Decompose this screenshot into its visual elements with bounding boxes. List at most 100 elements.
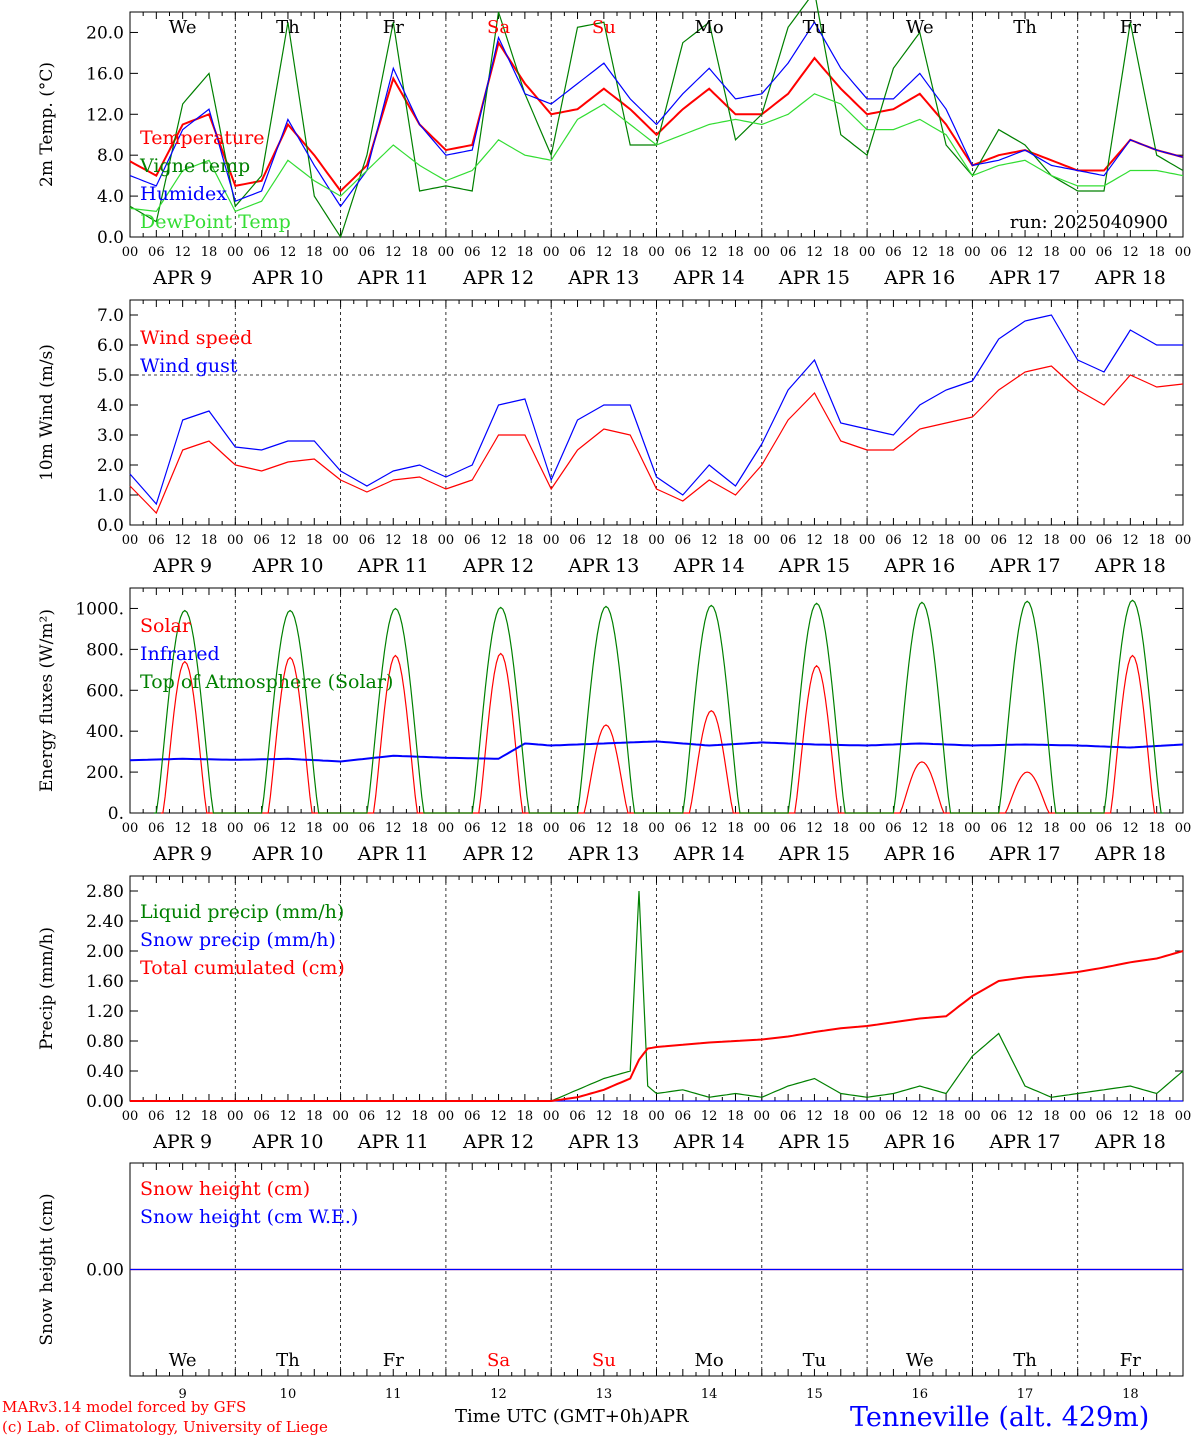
y-tick-label: 0.00 bbox=[86, 1092, 124, 1112]
hour-label: 06 bbox=[885, 245, 902, 260]
time-label: Time UTC (GMT+0h) bbox=[455, 1406, 650, 1427]
hour-label: 06 bbox=[253, 533, 270, 548]
y-axis-label: 2m Temp. (°C) bbox=[37, 62, 57, 187]
day-number: 14 bbox=[701, 1387, 718, 1402]
panel-4 bbox=[129, 875, 1184, 1102]
legend-entry: Vigne temp bbox=[139, 155, 250, 177]
hour-label: 06 bbox=[675, 1109, 692, 1124]
panel-3 bbox=[129, 587, 1184, 814]
hour-label: 06 bbox=[359, 533, 376, 548]
hour-label: 18 bbox=[517, 245, 534, 260]
series-total-cumulated-cm- bbox=[130, 950, 1184, 1102]
hour-label: 00 bbox=[122, 245, 139, 260]
series-wind-speed bbox=[129, 365, 1184, 515]
hour-label: 06 bbox=[253, 1109, 270, 1124]
hour-label: 18 bbox=[833, 533, 850, 548]
weekday-label: We bbox=[906, 1350, 934, 1371]
hour-label: 18 bbox=[1043, 821, 1060, 836]
date-label: APR 9 bbox=[152, 555, 212, 577]
hour-label: 18 bbox=[306, 821, 323, 836]
hour-label: 18 bbox=[833, 245, 850, 260]
y-tick-label: 5.0 bbox=[97, 366, 124, 386]
hour-label: 00 bbox=[964, 245, 981, 260]
hour-label: 12 bbox=[911, 1109, 928, 1124]
y-tick-label: 3.0 bbox=[97, 426, 124, 446]
y-tick-label: 7.0 bbox=[97, 306, 124, 326]
hour-label: 12 bbox=[806, 821, 823, 836]
hour-label: 00 bbox=[438, 821, 455, 836]
series-infrared bbox=[129, 740, 1184, 763]
hour-label: 06 bbox=[148, 533, 165, 548]
y-tick-label: 4.0 bbox=[97, 396, 124, 416]
hour-label: 00 bbox=[1069, 821, 1086, 836]
date-label: APR 15 bbox=[778, 1131, 850, 1153]
hour-label: 18 bbox=[727, 245, 744, 260]
hour-label: 00 bbox=[964, 1109, 981, 1124]
hour-label: 00 bbox=[964, 533, 981, 548]
hour-label: 00 bbox=[754, 821, 771, 836]
hour-label: 00 bbox=[122, 533, 139, 548]
weekday-label: We bbox=[906, 17, 934, 38]
lab-credit: (c) Lab. of Climatology, University of L… bbox=[2, 1418, 328, 1436]
hour-label: 18 bbox=[517, 821, 534, 836]
hour-label: 12 bbox=[174, 533, 191, 548]
hour-label: 06 bbox=[780, 1109, 797, 1124]
hour-label: 00 bbox=[1175, 821, 1192, 836]
hour-label: 12 bbox=[280, 245, 297, 260]
day-number: 16 bbox=[911, 1387, 928, 1402]
legend-entry: Infrared bbox=[140, 643, 220, 665]
model-credit: MARv3.14 model forced by GFS bbox=[2, 1398, 247, 1416]
hour-label: 00 bbox=[543, 245, 560, 260]
hour-label: 00 bbox=[754, 533, 771, 548]
hour-label: 06 bbox=[148, 821, 165, 836]
hour-label: 00 bbox=[227, 245, 244, 260]
hour-label: 00 bbox=[859, 533, 876, 548]
hour-label: 00 bbox=[754, 1109, 771, 1124]
hour-label: 12 bbox=[490, 821, 507, 836]
panel-1 bbox=[129, 0, 1184, 239]
hour-label: 00 bbox=[332, 821, 349, 836]
hour-label: 06 bbox=[253, 245, 270, 260]
hour-label: 12 bbox=[911, 245, 928, 260]
y-tick-label: 0. bbox=[108, 804, 124, 824]
hour-label: 12 bbox=[174, 245, 191, 260]
y-tick-label: 0.40 bbox=[86, 1062, 124, 1082]
hour-label: 00 bbox=[648, 1109, 665, 1124]
hour-label: 18 bbox=[622, 821, 639, 836]
date-label: APR 14 bbox=[673, 1131, 745, 1153]
series-temperature bbox=[129, 40, 1184, 193]
y-tick-label: 800. bbox=[86, 640, 124, 660]
hour-label: 18 bbox=[411, 821, 428, 836]
day-number: 15 bbox=[806, 1387, 823, 1402]
hour-label: 06 bbox=[990, 245, 1007, 260]
hour-label: 18 bbox=[833, 821, 850, 836]
weekday-label: Mo bbox=[695, 17, 724, 38]
hour-label: 12 bbox=[911, 821, 928, 836]
hour-label: 12 bbox=[280, 533, 297, 548]
series-top-of-atmosphere-solar- bbox=[154, 599, 1164, 814]
hour-label: 12 bbox=[701, 821, 718, 836]
legend-entry: Snow height (cm) bbox=[140, 1178, 310, 1200]
hour-label: 12 bbox=[701, 245, 718, 260]
hour-label: 00 bbox=[859, 245, 876, 260]
hour-label: 06 bbox=[675, 245, 692, 260]
x-axis-label: Time UTC (GMT+0h)APR bbox=[455, 1406, 689, 1427]
hour-label: 00 bbox=[754, 245, 771, 260]
date-label: APR 14 bbox=[673, 267, 745, 289]
date-label: APR 17 bbox=[989, 843, 1061, 865]
hour-label: 00 bbox=[438, 533, 455, 548]
day-number: 12 bbox=[490, 1387, 507, 1402]
hour-label: 12 bbox=[1122, 1109, 1139, 1124]
panel-2 bbox=[129, 299, 1184, 526]
hour-label: 12 bbox=[701, 1109, 718, 1124]
hour-label: 06 bbox=[675, 821, 692, 836]
date-label: APR 11 bbox=[357, 1131, 429, 1153]
date-label: APR 18 bbox=[1094, 267, 1166, 289]
hour-label: 18 bbox=[622, 245, 639, 260]
date-label: APR 16 bbox=[883, 555, 955, 577]
y-tick-label: 0.80 bbox=[86, 1032, 124, 1052]
hour-label: 06 bbox=[990, 1109, 1007, 1124]
hour-label: 00 bbox=[1069, 1109, 1086, 1124]
y-tick-label: 12.0 bbox=[86, 105, 124, 125]
